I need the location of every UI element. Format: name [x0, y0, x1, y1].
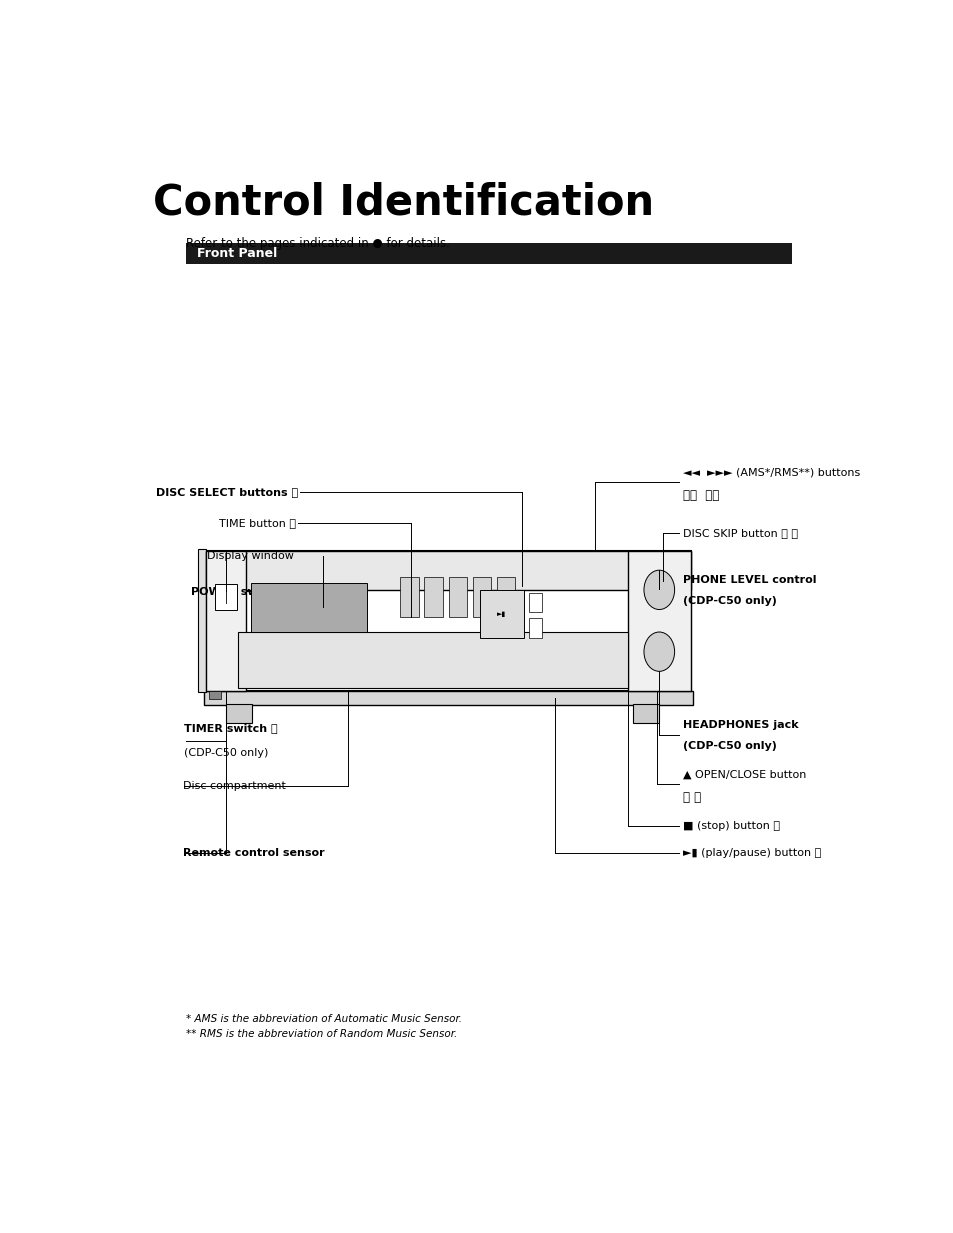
Text: (CDP-C50 only): (CDP-C50 only): [682, 741, 776, 751]
Bar: [209, 690, 221, 699]
Text: ◄◄  ►►► (AMS*/RMS**) buttons: ◄◄ ►►► (AMS*/RMS**) buttons: [682, 467, 859, 477]
Text: Display window: Display window: [207, 551, 294, 561]
Text: (CDP-C50 only): (CDP-C50 only): [682, 596, 776, 605]
Bar: [528, 593, 541, 613]
Text: * AMS is the abbreviation of Automatic Music Sensor.: * AMS is the abbreviation of Automatic M…: [186, 1014, 461, 1023]
Bar: [632, 704, 659, 724]
Text: ▲ OPEN/CLOSE button: ▲ OPEN/CLOSE button: [682, 769, 805, 779]
Text: TIMER switch ⓦ: TIMER switch ⓦ: [184, 723, 277, 734]
Bar: [206, 550, 690, 690]
Bar: [479, 589, 523, 637]
Text: ⓘ ⓙ: ⓘ ⓙ: [682, 790, 700, 804]
Bar: [226, 704, 253, 724]
Text: DISC SKIP button ⓘ ⓐ: DISC SKIP button ⓘ ⓐ: [682, 529, 797, 539]
Text: TIME button ⓙ: TIME button ⓙ: [219, 518, 295, 528]
Text: ** RMS is the abbreviation of Random Music Sensor.: ** RMS is the abbreviation of Random Mus…: [186, 1030, 456, 1039]
Bar: [186, 243, 791, 264]
Text: DISC SELECT buttons ⓐ: DISC SELECT buttons ⓐ: [156, 487, 298, 497]
Bar: [204, 690, 693, 705]
Text: Control Identification: Control Identification: [152, 181, 653, 223]
Text: POWER switch ⓘ: POWER switch ⓘ: [191, 587, 292, 597]
Bar: [215, 584, 237, 609]
Text: Refer to the pages indicated in ● for details.: Refer to the pages indicated in ● for de…: [186, 237, 449, 250]
Text: ⓐⓒ  ⓑⓓ: ⓐⓒ ⓑⓓ: [682, 490, 719, 502]
Bar: [400, 577, 418, 616]
Text: Front Panel: Front Panel: [196, 247, 276, 260]
Bar: [206, 550, 690, 589]
Text: Remote control sensor: Remote control sensor: [183, 848, 324, 858]
Text: ■ (stop) button ⓘ: ■ (stop) button ⓘ: [682, 821, 779, 831]
Bar: [238, 633, 627, 688]
Bar: [473, 577, 491, 616]
Circle shape: [643, 570, 674, 609]
Bar: [448, 577, 467, 616]
Text: Disc compartment: Disc compartment: [183, 780, 285, 790]
Bar: [206, 550, 246, 690]
Bar: [197, 549, 206, 693]
Bar: [627, 550, 690, 690]
Bar: [424, 577, 442, 616]
Bar: [497, 577, 515, 616]
Text: PHONE LEVEL control: PHONE LEVEL control: [682, 575, 815, 584]
Bar: [251, 583, 367, 633]
Text: ►▮ (play/pause) button ⓘ: ►▮ (play/pause) button ⓘ: [682, 848, 820, 858]
Circle shape: [643, 633, 674, 671]
Text: HEADPHONES jack: HEADPHONES jack: [682, 720, 798, 730]
Text: (CDP-C50 only): (CDP-C50 only): [184, 747, 269, 758]
Text: ►▮: ►▮: [497, 610, 506, 616]
Bar: [528, 618, 541, 637]
